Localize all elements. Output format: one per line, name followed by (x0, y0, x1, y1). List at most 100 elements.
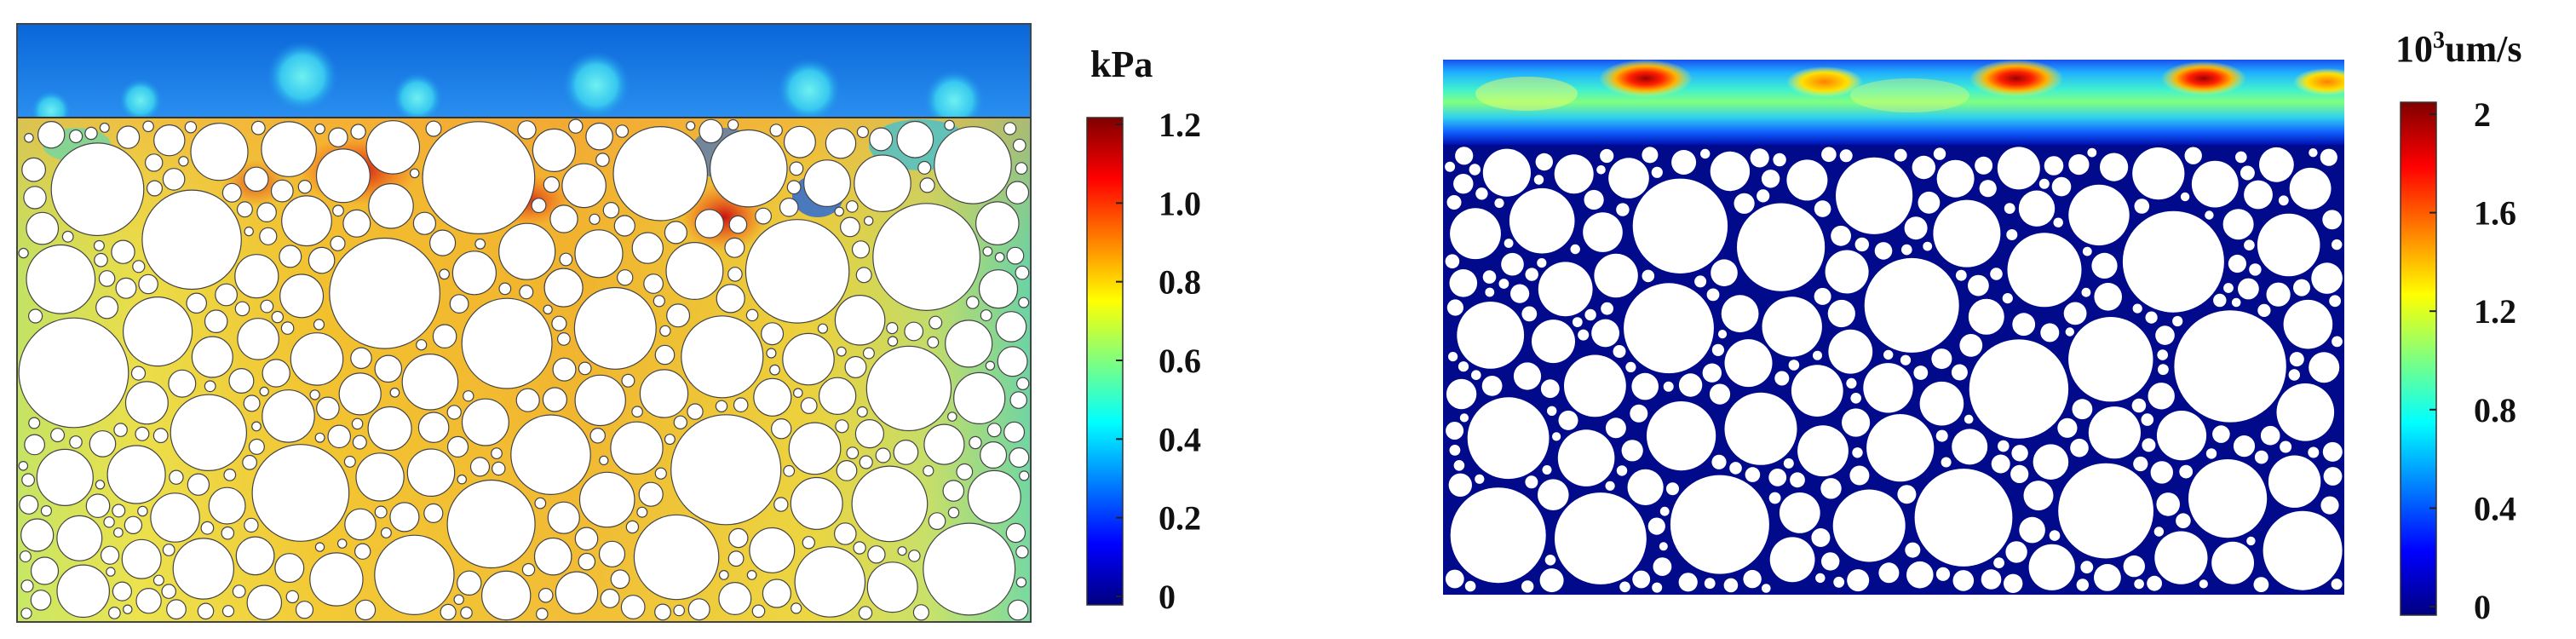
grain (2033, 444, 2069, 480)
grain (1883, 349, 1894, 360)
grain (846, 446, 860, 459)
grain (316, 396, 340, 421)
grain (1820, 478, 1842, 499)
grain (1555, 492, 1647, 584)
grain (769, 124, 783, 137)
grain (1969, 339, 2069, 439)
grain (1779, 492, 1820, 533)
grain (2134, 579, 2144, 590)
grain (234, 301, 250, 317)
grain (453, 594, 464, 606)
grain (327, 424, 351, 449)
grain (944, 119, 955, 131)
grain (1448, 352, 1458, 362)
grain (26, 244, 96, 314)
grain (457, 474, 467, 485)
grain (1827, 299, 1855, 328)
grain (1723, 578, 1739, 593)
grain (123, 604, 133, 614)
grain (1608, 158, 1649, 199)
colorbar-tick-label: 0.4 (1159, 420, 1201, 458)
grain (549, 204, 578, 233)
grain (259, 386, 269, 397)
grain (2260, 425, 2280, 446)
grain (2011, 445, 2028, 462)
grain (980, 309, 992, 322)
grain (2065, 327, 2074, 337)
grain (2023, 481, 2054, 511)
grain (1663, 381, 1674, 392)
grain (1513, 362, 1542, 390)
grain (942, 480, 965, 502)
grain (474, 238, 486, 250)
grain (1863, 363, 1913, 413)
grain (631, 406, 643, 417)
grain (561, 163, 607, 209)
grain (1737, 203, 1826, 291)
grain (1521, 580, 1534, 593)
grain (406, 448, 456, 498)
free-flow-region (17, 24, 1031, 118)
grain (727, 267, 743, 282)
grain (308, 246, 336, 274)
grain (2156, 492, 2180, 516)
grain (2028, 544, 2075, 590)
grain (825, 127, 857, 159)
grain (1445, 161, 1456, 172)
grain (1509, 187, 1575, 254)
pressure-field (17, 24, 1031, 622)
grain (727, 550, 745, 567)
pressure-panel: kPa 1.2 1.0 0.8 0.6 0.4 0.2 0 (16, 23, 1201, 623)
grain (1900, 354, 1912, 366)
grain (50, 142, 145, 237)
grain (1006, 246, 1025, 265)
grain (791, 602, 802, 614)
grain (833, 522, 857, 545)
grain (138, 273, 158, 295)
grain (469, 457, 491, 477)
grain (18, 317, 129, 429)
grain (956, 463, 974, 481)
grain (543, 268, 584, 308)
grain (1605, 481, 1615, 491)
grain (449, 294, 469, 314)
grain (446, 479, 536, 569)
grain (1901, 244, 1912, 256)
grain (1906, 561, 1934, 589)
grain (845, 200, 859, 213)
grain (2278, 195, 2289, 206)
grain (517, 120, 537, 140)
grain (1537, 258, 1547, 268)
grain (1504, 239, 1514, 248)
grain (152, 574, 164, 586)
grain (1542, 465, 1552, 475)
grain (1457, 302, 1525, 369)
grain (1471, 370, 1481, 381)
grain (2131, 398, 2147, 413)
grain (1446, 378, 1477, 410)
grain (1991, 454, 2010, 474)
grain (2141, 413, 2154, 426)
grain (492, 461, 506, 476)
grain (498, 282, 512, 296)
grain (20, 607, 32, 619)
grain (1854, 237, 1869, 252)
grain (617, 269, 634, 286)
grain (1678, 373, 1703, 397)
grain (653, 295, 665, 308)
grain (557, 332, 571, 346)
grain (855, 267, 872, 284)
grain (204, 309, 228, 333)
grain (519, 285, 534, 300)
grain (221, 182, 242, 203)
grain (244, 166, 269, 192)
grain (1532, 320, 1575, 364)
grain (2323, 467, 2343, 486)
grain (2145, 311, 2158, 324)
grain (244, 226, 254, 237)
grain (1538, 479, 1569, 510)
grain (297, 179, 313, 194)
grain (374, 534, 455, 616)
grain (639, 369, 689, 418)
grain (1711, 259, 1738, 287)
